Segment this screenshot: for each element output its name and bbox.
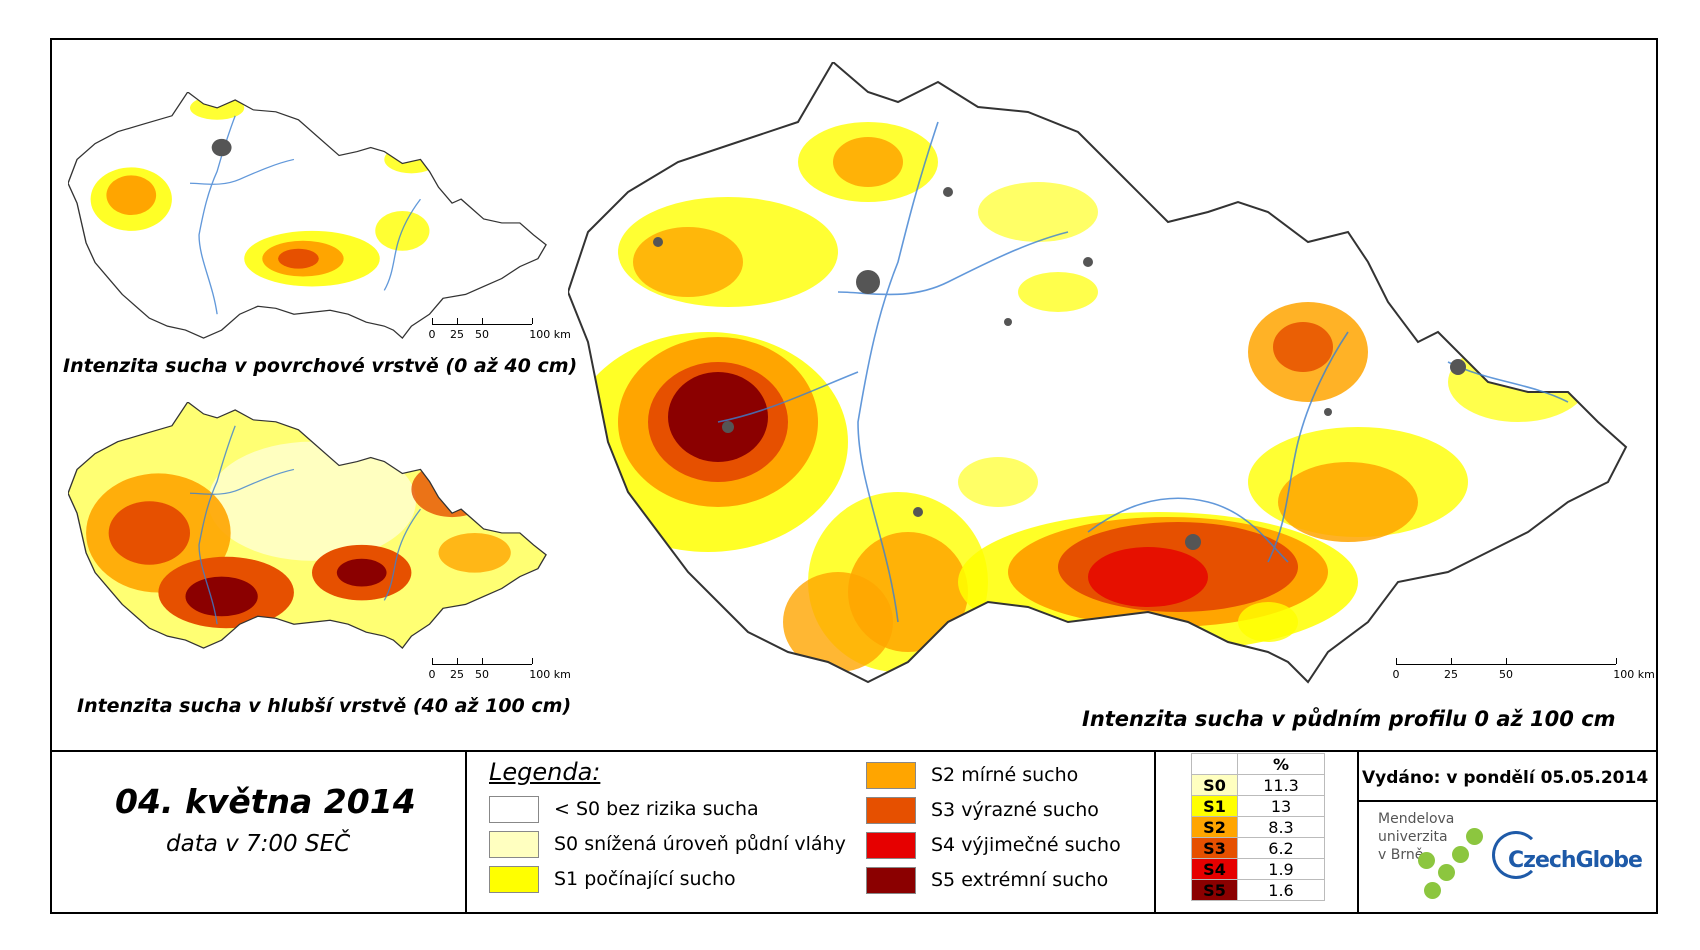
percent-code: S2 <box>1191 816 1238 838</box>
legend-label: S2 mírné sucho <box>931 764 1079 786</box>
legend-band <box>50 750 1658 914</box>
legend-swatch <box>866 797 916 824</box>
issued-date: Vydáno: v pondělí 05.05.2014 <box>1362 768 1649 788</box>
scale-label: 100 km <box>529 328 571 341</box>
percent-value: 13 <box>1237 795 1325 817</box>
date-title: 04. května 2014 <box>115 782 416 821</box>
percent-code: S5 <box>1191 879 1238 901</box>
map-title-main: Intenzita sucha v půdním profilu 0 až 10… <box>1082 707 1616 731</box>
main-map-svg <box>568 62 1627 683</box>
legend-swatch <box>866 867 916 894</box>
scale-label: 0 <box>428 328 436 341</box>
legend-swatch <box>489 831 539 858</box>
legend-swatch <box>866 762 916 789</box>
percent-code: S0 <box>1191 774 1238 796</box>
map-title-top: Intenzita sucha v povrchové vrstvě (0 až… <box>63 355 578 377</box>
percent-value: 6.2 <box>1237 837 1325 859</box>
percent-row: S0 11.3 <box>1191 774 1325 796</box>
percent-code: S1 <box>1191 795 1238 817</box>
percent-value: 1.6 <box>1237 879 1325 901</box>
top-map-svg <box>68 92 547 339</box>
mendel-logo-text: Mendelova univerzita v Brně <box>1378 811 1455 863</box>
legend-label: S4 výjimečné sucho <box>931 834 1121 856</box>
legend-swatch <box>489 796 539 823</box>
percent-value: 8.3 <box>1237 816 1325 838</box>
scale-label: 100 km <box>529 668 571 681</box>
main-map <box>568 62 1648 692</box>
percent-code: S4 <box>1191 858 1238 880</box>
legend-title: Legenda: <box>489 758 601 786</box>
top-map <box>68 92 556 342</box>
scale-label: 50 <box>475 328 489 341</box>
legend-label: S1 počínající sucho <box>554 868 736 890</box>
percent-row: S3 6.2 <box>1191 837 1325 859</box>
percent-code: S3 <box>1191 837 1238 859</box>
legend-label: S3 výrazné sucho <box>931 799 1099 821</box>
legend-swatch <box>489 866 539 893</box>
percent-table: % S0 11.3 S1 13 S2 8.3 S3 6.2 S4 1.9 S5 1.6 <box>1191 753 1325 901</box>
scale-label: 0 <box>1392 668 1400 681</box>
percent-row: S2 8.3 <box>1191 816 1325 838</box>
scale-label: 50 <box>475 668 489 681</box>
scale-label: 25 <box>450 668 464 681</box>
scale-label: 100 km <box>1613 668 1655 681</box>
date-subtitle: data v 7:00 SEČ <box>166 831 351 857</box>
czechglobe-logo: CzechGlobe <box>1508 848 1643 873</box>
percent-row: S1 13 <box>1191 795 1325 817</box>
legend-label: < S0 bez rizika sucha <box>554 798 759 820</box>
bottom-map <box>68 402 556 652</box>
map-title-bottom: Intenzita sucha v hlubší vrstvě (40 až 1… <box>77 695 572 717</box>
bottom-map-svg <box>68 402 547 649</box>
percent-header: % <box>1237 753 1325 775</box>
legend-label: S5 extrémní sucho <box>931 869 1109 891</box>
czechglobe-logo-icon <box>1492 831 1540 879</box>
percent-value: 1.9 <box>1237 858 1325 880</box>
percent-value: 11.3 <box>1237 774 1325 796</box>
scale-label: 50 <box>1499 668 1513 681</box>
scale-label: 0 <box>428 668 436 681</box>
percent-row: S4 1.9 <box>1191 858 1325 880</box>
scale-label: 25 <box>450 328 464 341</box>
scale-label: 25 <box>1444 668 1458 681</box>
legend-swatch <box>866 832 916 859</box>
percent-row: S5 1.6 <box>1191 879 1325 901</box>
legend-label: S0 snížená úroveň půdní vláhy <box>554 833 846 855</box>
